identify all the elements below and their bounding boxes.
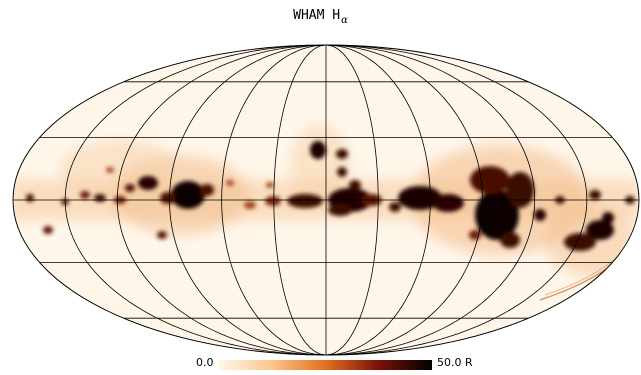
- colorbar-gradient: [218, 360, 432, 370]
- colorbar-min-label: 0.0: [196, 356, 214, 369]
- map-title-subscript: α: [341, 15, 348, 26]
- map-title-text: WHAM H: [293, 8, 341, 23]
- colorbar-max-label: 50.0 R: [437, 356, 473, 369]
- colorbar: [218, 360, 432, 370]
- map-title: WHAM Hα: [0, 8, 641, 26]
- bright-emission: [26, 141, 635, 251]
- map-outline: [12, 44, 640, 356]
